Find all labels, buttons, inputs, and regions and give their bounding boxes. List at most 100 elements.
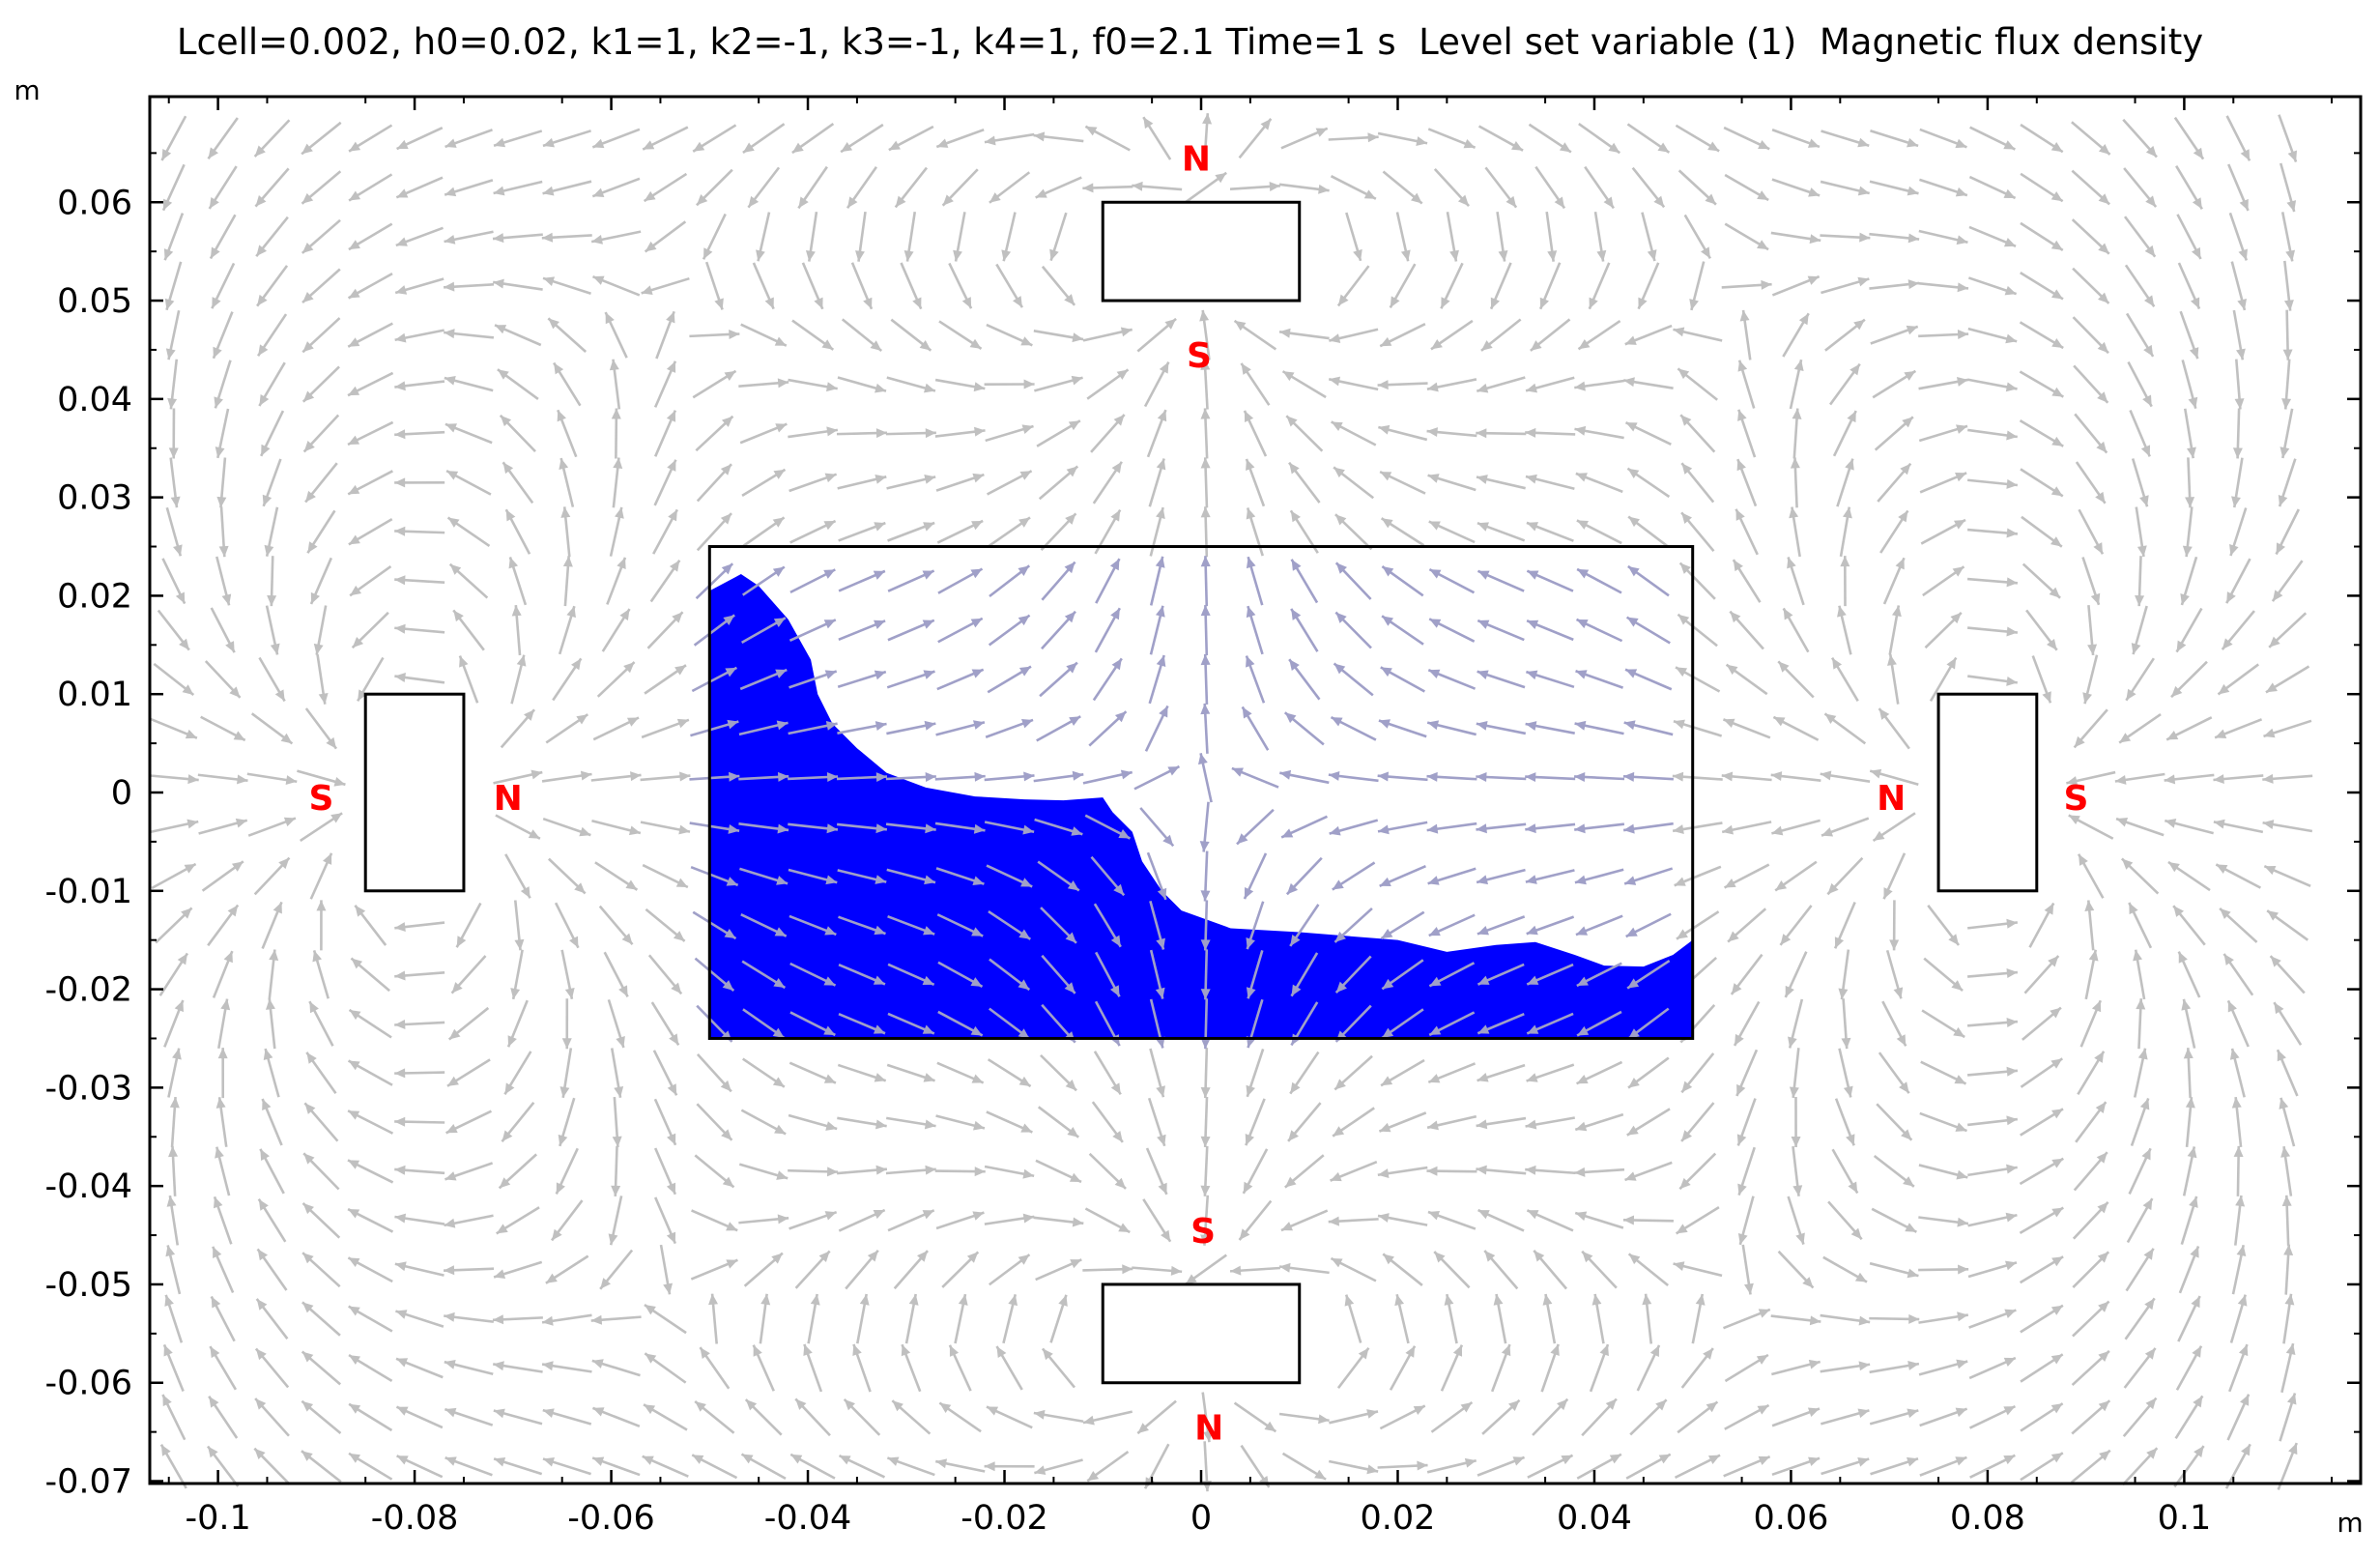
flux-arrow-head	[873, 570, 885, 580]
flux-arrow-head	[2139, 1098, 2150, 1110]
flux-arrow-head	[576, 714, 588, 725]
flux-arrow-head	[1674, 877, 1686, 886]
flux-arrow-head	[2270, 956, 2281, 967]
flux-arrow-head	[1378, 719, 1391, 729]
flux-arrow-head	[935, 1458, 948, 1469]
flux-arrow-head	[510, 988, 521, 999]
flux-arrow-head	[1334, 1079, 1346, 1090]
flux-arrow-head	[875, 1119, 887, 1130]
flux-arrow-head	[1427, 1120, 1439, 1131]
flux-arrow-head	[394, 1068, 406, 1079]
flux-arrow-head	[621, 933, 633, 945]
flux-arrow-head	[824, 473, 837, 483]
flux-arrow-head	[1246, 458, 1255, 472]
flux-arrow-head	[559, 458, 569, 470]
flux-arrow-head	[1286, 416, 1298, 427]
flux-arrow-head	[1946, 657, 1957, 670]
y-axis-unit: m	[14, 74, 40, 106]
flux-arrow-head	[1476, 428, 1487, 439]
flux-arrow-head	[2084, 900, 2095, 911]
flux-arrow-head	[1681, 512, 1693, 524]
flux-arrow-head	[1380, 472, 1392, 481]
flux-arrow-head	[996, 1346, 1007, 1359]
flux-arrow-head	[2220, 908, 2231, 920]
flux-arrow-head	[874, 522, 886, 532]
flux-arrow-head	[1426, 382, 1439, 392]
flux-arrow-head	[1022, 824, 1035, 835]
flux-arrow-head	[821, 339, 834, 350]
flux-arrow-head	[318, 693, 329, 705]
flux-arrow-head	[2137, 1048, 2148, 1060]
flux-arrow-head	[2097, 1252, 2109, 1263]
flux-arrow-head	[1020, 878, 1033, 887]
flux-arrow-head	[1012, 296, 1022, 308]
flux-arrow-head	[1199, 841, 1210, 852]
flux-arrow-head	[2097, 341, 2108, 354]
y-tick-label: 0.03	[57, 479, 132, 518]
flux-arrow-head	[444, 1171, 457, 1181]
x-tick-label: -0.02	[961, 1499, 1048, 1538]
flux-arrow-head	[446, 471, 459, 480]
flux-arrow-head	[666, 1231, 676, 1244]
flux-arrow-head	[347, 1160, 360, 1169]
flux-arrow-head	[1841, 1037, 1851, 1050]
flux-arrow-head	[2262, 773, 2274, 784]
flux-arrow-head	[395, 285, 408, 295]
flux-arrow-head	[217, 1048, 228, 1059]
flux-arrow-head	[1527, 1024, 1539, 1034]
flux-arrow-head	[892, 1400, 903, 1412]
flux-arrow-head	[1109, 559, 1120, 571]
flux-arrow-head	[1279, 328, 1291, 338]
flux-arrow-head	[1380, 667, 1392, 677]
flux-arrow-head	[1286, 882, 1299, 895]
flux-arrow-head	[1018, 517, 1031, 528]
flux-arrow-head	[939, 1402, 952, 1413]
flux-arrow-head	[1441, 297, 1450, 309]
flux-arrow-head	[1550, 1343, 1560, 1356]
flux-arrow-head	[1775, 880, 1788, 891]
flux-arrow-head	[1200, 1185, 1211, 1196]
flux-arrow-head	[1245, 1134, 1255, 1146]
flux-arrow-head	[1895, 558, 1905, 570]
flux-arrow-head	[1627, 978, 1640, 989]
flux-arrow-head	[2051, 289, 2063, 300]
flux-arrow-head	[1778, 661, 1790, 673]
flux-arrow-head	[348, 240, 360, 250]
flux-arrow-head	[254, 145, 266, 157]
flux-arrow-head	[970, 618, 983, 628]
flux-arrow-head	[215, 447, 225, 458]
flux-arrow-head	[1672, 771, 1684, 782]
flux-arrow-head	[2282, 349, 2293, 360]
flux-arrow-head	[1788, 1036, 1797, 1049]
flux-arrow-head	[444, 1456, 457, 1466]
flux-arrow-head	[1807, 138, 1820, 148]
flux-arrow-head	[444, 1265, 455, 1276]
flux-arrow-head	[667, 1133, 676, 1145]
flux-arrow-head	[753, 1344, 762, 1357]
flux-arrow-head	[1707, 141, 1720, 152]
flux-arrow-head	[255, 1398, 267, 1410]
flux-arrow-head	[1726, 664, 1738, 676]
flux-arrow-head	[1480, 340, 1493, 351]
flux-arrow-head	[1795, 1232, 1805, 1245]
flux-arrow-head	[2189, 347, 2199, 360]
flux-arrow-head	[348, 1060, 360, 1071]
flux-arrow-head	[1625, 422, 1638, 432]
flux-arrow-head	[673, 931, 685, 941]
flux-arrow-head	[1773, 716, 1786, 727]
flux-arrow-head	[209, 196, 219, 209]
flux-arrow-head	[1110, 1082, 1121, 1095]
flux-arrow-head	[922, 620, 934, 629]
flux-arrow-head	[823, 569, 836, 579]
flux-arrow-head	[313, 643, 324, 655]
flux-arrow-head	[1559, 142, 1571, 153]
flux-arrow-head	[1200, 1038, 1211, 1050]
flux-arrow-head	[678, 824, 691, 835]
flux-arrow-head	[1164, 318, 1177, 330]
flux-arrow-head	[773, 469, 786, 479]
flux-arrow-head	[502, 1130, 513, 1142]
flux-arrow-head	[1329, 825, 1341, 836]
flux-arrow-head	[1758, 139, 1770, 150]
flux-arrow-head	[614, 1086, 624, 1098]
flux-arrow-head	[174, 1000, 184, 1013]
